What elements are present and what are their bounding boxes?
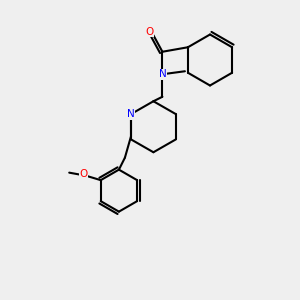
Text: N: N — [127, 109, 135, 119]
Text: O: O — [146, 27, 154, 37]
Text: O: O — [79, 169, 88, 179]
Text: N: N — [158, 69, 166, 79]
